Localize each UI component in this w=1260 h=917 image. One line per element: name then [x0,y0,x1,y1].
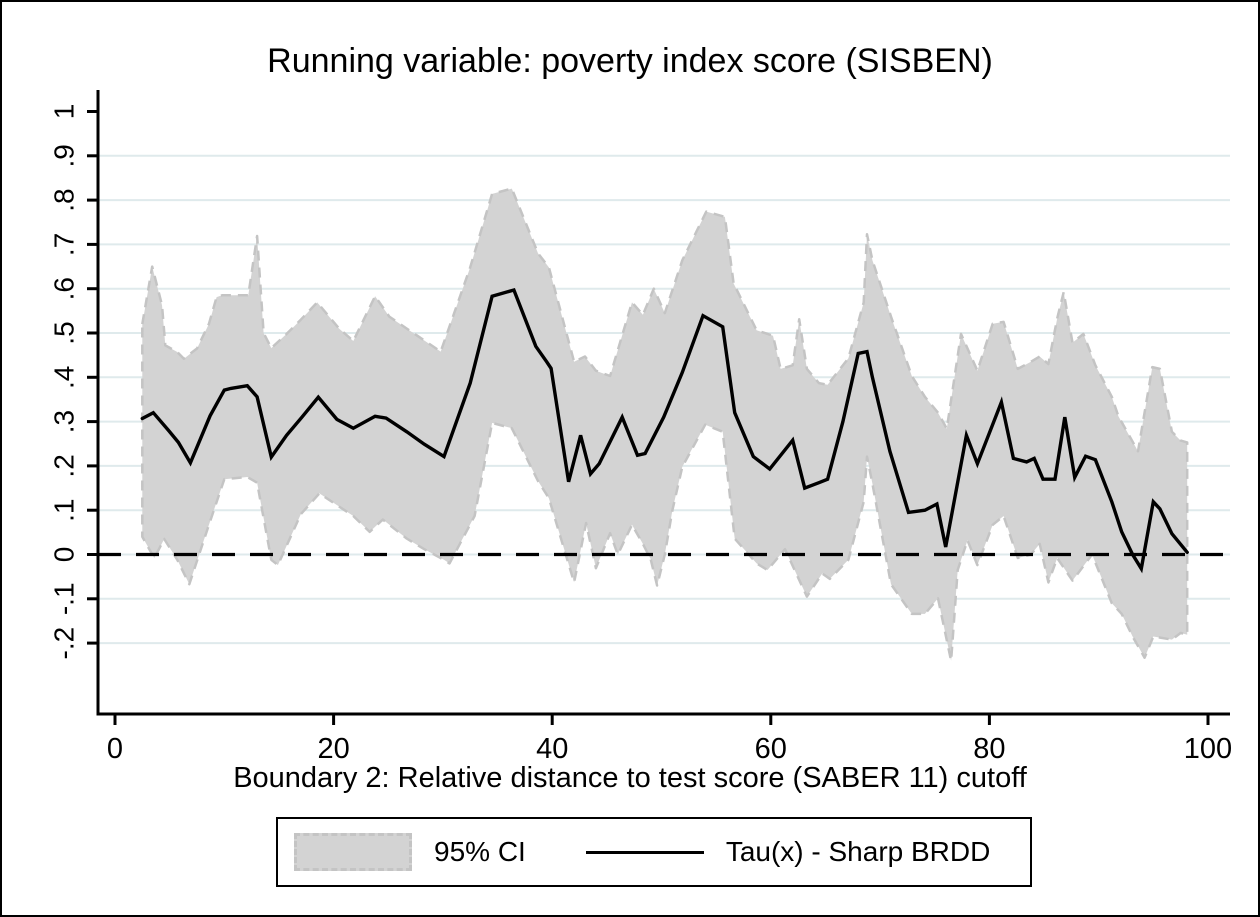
legend-tau-label: Tau(x) - Sharp BRDD [725,836,991,867]
x-tick-label: 0 [107,733,123,765]
y-tick-label: .4 [49,366,80,389]
y-tick-label: .1 [49,499,80,522]
ci-band-swatch [294,833,412,871]
y-tick-label: -.1 [49,582,80,615]
legend-ci-label: 95% CI [434,836,526,867]
y-tick-label: .3 [49,410,80,433]
x-tick-label: 80 [973,733,1005,765]
y-tick-label: .2 [49,454,80,477]
x-tick-label: 60 [755,733,787,765]
y-tick-label: .6 [49,277,80,300]
y-tick-label: -.2 [49,627,80,660]
chart-title: Running variable: poverty index score (S… [267,42,993,80]
tau-line [140,287,1189,574]
y-tick-label: .9 [49,144,80,167]
y-tick-label: 1 [49,104,80,120]
x-axis-title: Boundary 2: Relative distance to test sc… [233,762,1027,794]
ci-band [141,187,1189,663]
x-tick-label: 40 [536,733,568,765]
tau-line-swatch [585,850,704,854]
x-tick-label: 100 [1184,733,1232,765]
legend: 95% CI Tau(x) - Sharp BRDD [276,817,1032,887]
y-tick-label: .8 [49,188,80,211]
y-tick-label: .7 [49,233,80,256]
y-tick-label: .5 [49,321,80,344]
x-tick-label: 20 [317,733,349,765]
plot-area: 1 .9 .8 .7 .6 .5 .4 .3 .2 .1 0 -.1 -.2 0 20 40 60 80 100 [49,90,1232,765]
y-tick-label: 0 [49,547,80,563]
